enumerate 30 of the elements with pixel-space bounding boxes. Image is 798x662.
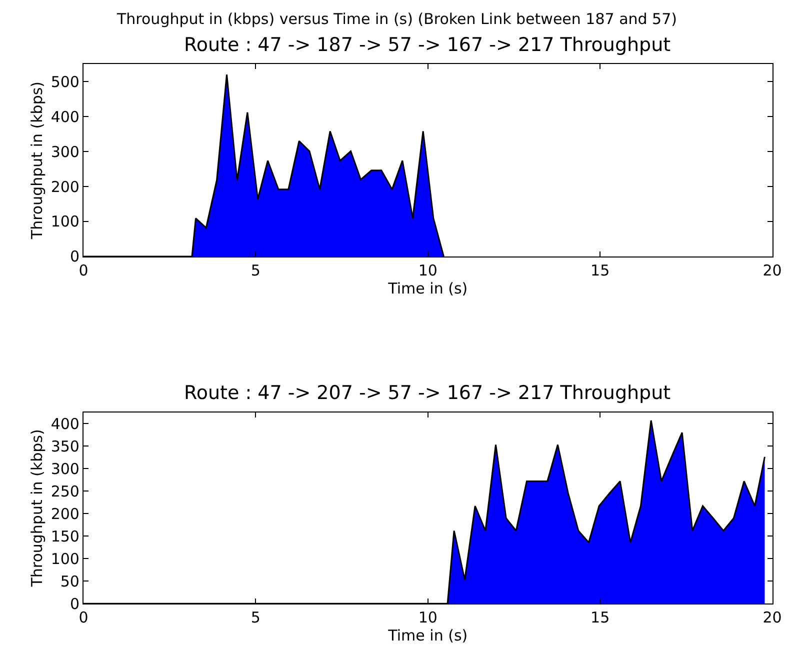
- x-axis-title: Time in (s): [387, 279, 468, 298]
- x-tick-label: 15: [590, 261, 610, 280]
- x-tick-label: 15: [590, 608, 610, 627]
- x-axis-title: Time in (s): [387, 626, 468, 645]
- y-tick-label: 400: [50, 108, 80, 126]
- y-axis-title: Throughput in (kbps): [28, 429, 46, 588]
- y-tick-label: 200: [50, 178, 80, 196]
- y-tick-label: 250: [50, 482, 80, 500]
- y-axis-title: Throughput in (kbps): [28, 81, 46, 240]
- x-tick-label: 5: [250, 608, 260, 627]
- y-tick-label: 0: [70, 594, 80, 613]
- x-tick-label: 20: [762, 261, 782, 280]
- y-tick-label: 100: [50, 550, 80, 568]
- chart-title: Route : 47 -> 207 -> 57 -> 167 -> 217 Throughput: [184, 382, 671, 404]
- y-tick-label: 300: [50, 460, 80, 478]
- y-tick-label: 50: [60, 572, 80, 590]
- x-tick-label: 20: [762, 608, 782, 627]
- y-tick-label: 200: [50, 504, 80, 523]
- chart-title: Route : 47 -> 187 -> 57 -> 167 -> 217 Throughput: [184, 34, 671, 56]
- y-tick-label: 0: [70, 248, 80, 266]
- x-tick-label: 5: [250, 261, 260, 280]
- y-tick-label: 300: [50, 142, 80, 161]
- text: Throughput in (kbps) versus Time in (s) (Broken Link between 187 and 57): [116, 10, 677, 28]
- y-tick-label: 350: [50, 437, 80, 456]
- y-tick-label: 500: [50, 72, 80, 91]
- y-tick-label: 100: [50, 212, 80, 231]
- y-tick-label: 150: [50, 527, 80, 546]
- x-tick-label: 10: [418, 261, 438, 280]
- y-tick-label: 400: [50, 414, 80, 433]
- x-tick-label: 10: [418, 608, 438, 627]
